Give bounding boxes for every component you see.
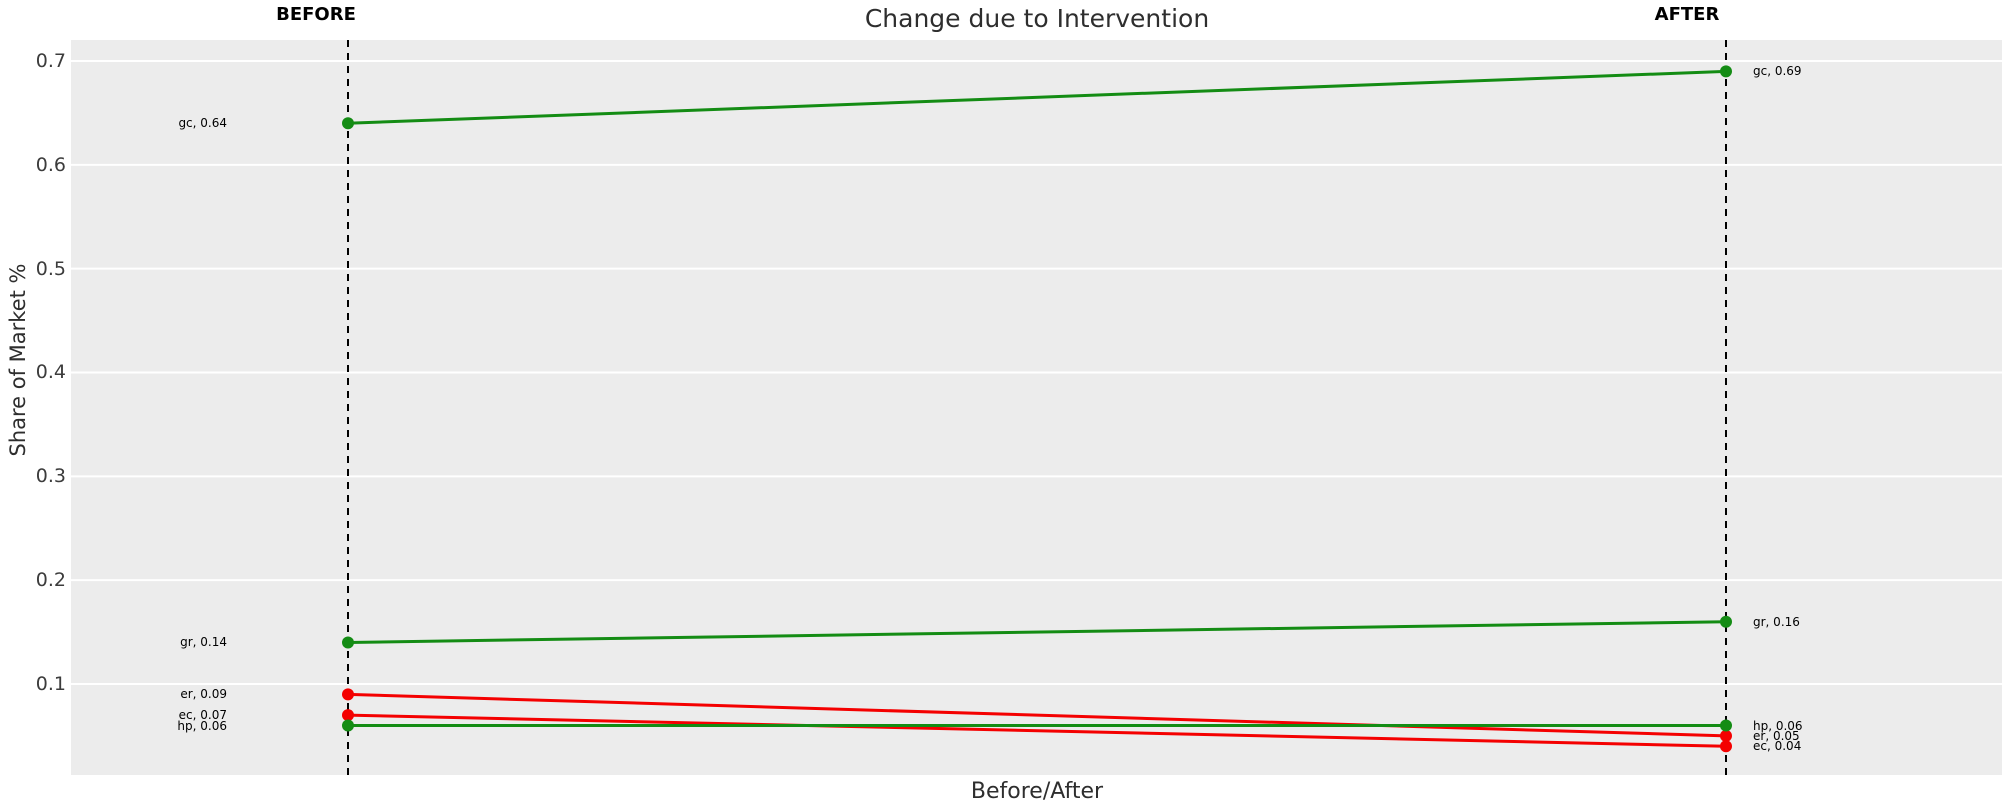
y-tick-label: 0.3 (35, 465, 66, 488)
series-line-ec (347, 713, 1727, 748)
y-tick-label: 0.2 (35, 569, 66, 592)
series-line-gc (347, 69, 1727, 125)
data-label-gc-before: gc, 0.64 (178, 116, 227, 131)
point-gr-before (342, 636, 354, 649)
point-er-before (342, 688, 354, 701)
plot-area (71, 40, 2002, 775)
chart-title: Change due to Intervention (864, 4, 1210, 33)
x-axis-label: Before/After (970, 779, 1104, 804)
data-label-gr-after: gr, 0.16 (1753, 614, 1800, 629)
series-line-gr (347, 620, 1727, 644)
point-ec-before (342, 709, 354, 722)
data-label-hp-after: hp, 0.06 (1753, 718, 1803, 733)
column-header-after: AFTER (1654, 4, 1720, 25)
point-gc-before (342, 117, 354, 130)
data-label-ec-before: ec, 0.07 (178, 708, 227, 723)
point-gc-after (1720, 65, 1732, 78)
y-tick-label: 0.1 (35, 672, 66, 695)
y-axis-label: Share of Market % (6, 263, 30, 457)
data-label-ec-after: ec, 0.04 (1753, 739, 1802, 754)
point-hp-before (342, 719, 354, 732)
point-hp-after (1720, 719, 1732, 732)
data-label-er-before: er, 0.09 (180, 687, 227, 702)
data-label-er-after: er, 0.05 (1753, 728, 1800, 743)
y-tick-label: 0.4 (35, 361, 66, 384)
data-label-gc-after: gc, 0.69 (1753, 64, 1802, 79)
point-er-after (1720, 729, 1732, 742)
y-tick-label: 0.5 (35, 257, 66, 280)
y-tick-label: 0.7 (35, 50, 66, 72)
y-tick-label: 0.6 (35, 153, 66, 176)
column-header-before: BEFORE (276, 4, 356, 25)
point-gr-after (1720, 615, 1732, 628)
data-label-hp-before: hp, 0.06 (177, 718, 227, 733)
data-label-gr-before: gr, 0.14 (180, 635, 227, 650)
series-line-er (347, 692, 1727, 738)
point-ec-after (1720, 740, 1732, 753)
